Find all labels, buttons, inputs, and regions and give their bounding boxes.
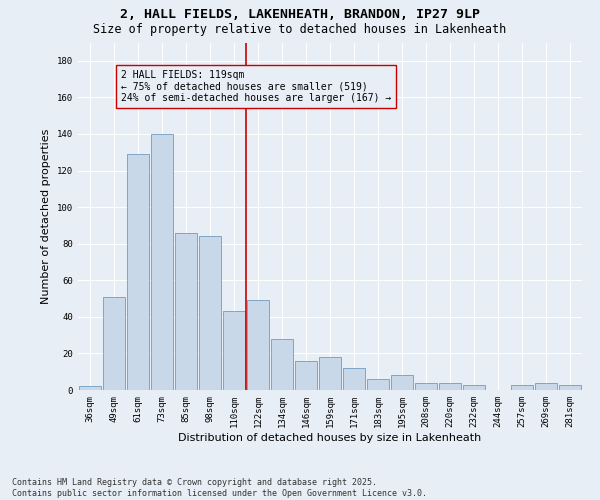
Bar: [223, 312, 245, 390]
Bar: [319, 357, 341, 390]
Bar: [247, 300, 269, 390]
Bar: [415, 382, 437, 390]
Bar: [175, 232, 197, 390]
Text: Size of property relative to detached houses in Lakenheath: Size of property relative to detached ho…: [94, 22, 506, 36]
Text: 2 HALL FIELDS: 119sqm
← 75% of detached houses are smaller (519)
24% of semi-det: 2 HALL FIELDS: 119sqm ← 75% of detached …: [121, 70, 391, 103]
Bar: [391, 376, 413, 390]
Bar: [151, 134, 173, 390]
Text: Contains HM Land Registry data © Crown copyright and database right 2025.
Contai: Contains HM Land Registry data © Crown c…: [12, 478, 427, 498]
Bar: [511, 384, 533, 390]
Bar: [439, 382, 461, 390]
Bar: [103, 296, 125, 390]
Bar: [343, 368, 365, 390]
Bar: [463, 384, 485, 390]
Bar: [535, 382, 557, 390]
Bar: [127, 154, 149, 390]
Text: 2, HALL FIELDS, LAKENHEATH, BRANDON, IP27 9LP: 2, HALL FIELDS, LAKENHEATH, BRANDON, IP2…: [120, 8, 480, 20]
Bar: [199, 236, 221, 390]
Bar: [367, 379, 389, 390]
X-axis label: Distribution of detached houses by size in Lakenheath: Distribution of detached houses by size …: [178, 432, 482, 442]
Bar: [271, 339, 293, 390]
Bar: [559, 384, 581, 390]
Y-axis label: Number of detached properties: Number of detached properties: [41, 128, 52, 304]
Bar: [295, 360, 317, 390]
Bar: [79, 386, 101, 390]
